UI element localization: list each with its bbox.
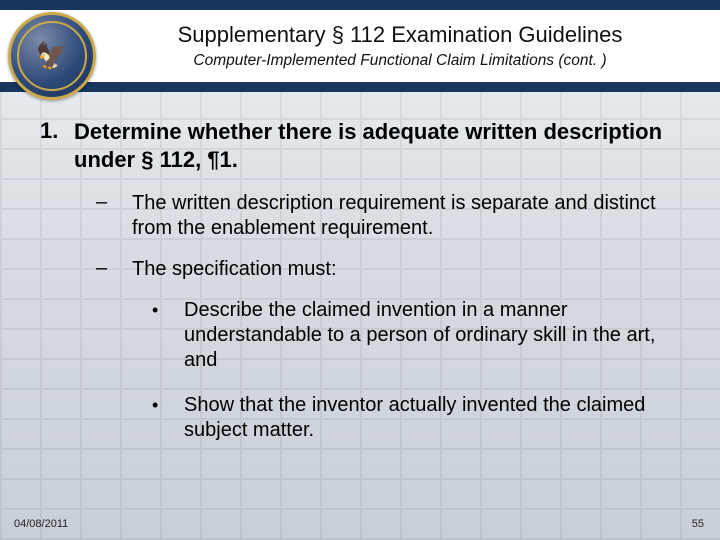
- list1-text: Determine whether there is adequate writ…: [74, 118, 680, 173]
- list2-text: The written description requirement is s…: [132, 191, 680, 241]
- eagle-icon: 🦅: [36, 41, 68, 72]
- list-level-1: 1. Determine whether there is adequate w…: [40, 118, 680, 173]
- list-level-2-item: – The written description requirement is…: [96, 191, 680, 241]
- bullet-icon: •: [152, 298, 184, 373]
- dash-icon: –: [96, 257, 132, 282]
- slide-body: 1. Determine whether there is adequate w…: [40, 118, 680, 463]
- slide-title: Supplementary § 112 Examination Guidelin…: [110, 22, 690, 48]
- footer-page-number: 55: [692, 518, 704, 530]
- list2-text: The specification must:: [132, 257, 337, 282]
- list3-text: Describe the claimed invention in a mann…: [184, 298, 680, 373]
- list-level-2-item: – The specification must:: [96, 257, 680, 282]
- title-wrap: Supplementary § 112 Examination Guidelin…: [110, 22, 690, 70]
- footer-date: 04/08/2011: [14, 518, 68, 530]
- slide: 🦅 Supplementary § 112 Examination Guidel…: [0, 0, 720, 540]
- dash-icon: –: [96, 191, 132, 241]
- list3-text: Show that the inventor actually invented…: [184, 393, 680, 443]
- header-band: 🦅 Supplementary § 112 Examination Guidel…: [0, 0, 720, 92]
- bullet-icon: •: [152, 393, 184, 443]
- list-level-3-item: • Show that the inventor actually invent…: [152, 393, 680, 443]
- slide-subtitle: Computer-Implemented Functional Claim Li…: [110, 52, 690, 70]
- list-level-3-item: • Describe the claimed invention in a ma…: [152, 298, 680, 373]
- list1-number: 1.: [40, 118, 74, 173]
- uspto-seal: 🦅: [8, 12, 96, 100]
